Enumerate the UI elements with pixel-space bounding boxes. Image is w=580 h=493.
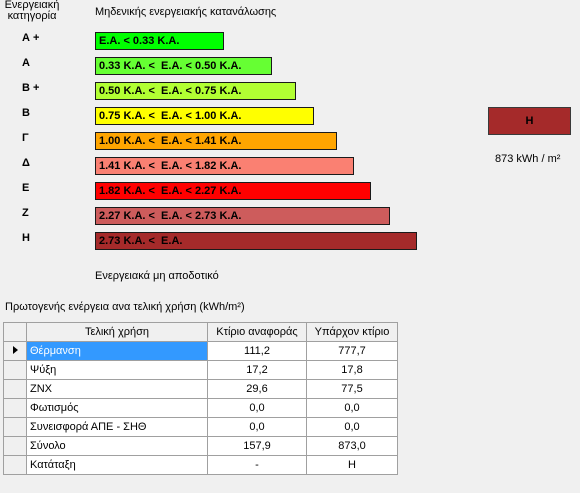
category-label: Α [22, 57, 30, 69]
cell-use[interactable]: Σύνολο [26, 436, 208, 456]
cell-existing[interactable]: 0,0 [306, 398, 398, 418]
cell-use[interactable]: Κατάταξη [26, 455, 208, 475]
current-row-arrow-icon [12, 346, 18, 354]
cell-existing[interactable]: 0,0 [306, 417, 398, 437]
cell-reference[interactable]: 0,0 [207, 398, 307, 418]
energy-use-table: Τελική χρήση Κτίριο αναφοράς Υπάρχον κτί… [3, 322, 398, 475]
row-header[interactable] [3, 398, 27, 418]
category-label: Α + [22, 32, 40, 44]
category-label: Ε [22, 182, 30, 194]
category-bar: 0.75 Κ.Α. < Ε.Α. < 1.00 Κ.Α. [95, 107, 314, 125]
category-label: Γ [22, 132, 29, 144]
category-bar: 1.00 Κ.Α. < Ε.Α. < 1.41 Κ.Α. [95, 132, 337, 150]
cell-reference[interactable]: 111,2 [207, 341, 307, 361]
category-bar: 1.41 Κ.Α. < Ε.Α. < 1.82 Κ.Α. [95, 157, 354, 175]
cell-reference[interactable]: 157,9 [207, 436, 307, 456]
cell-reference[interactable]: 0,0 [207, 417, 307, 437]
category-bar: 0.33 Κ.Α. < Ε.Α. < 0.50 Κ.Α. [95, 57, 272, 75]
category-label: Ζ [22, 207, 29, 219]
cell-reference[interactable]: - [207, 455, 307, 475]
cell-reference[interactable]: 29,6 [207, 379, 307, 399]
table-title: Πρωτογενής ενέργεια ανα τελική χρήση (kW… [5, 301, 245, 313]
category-header: Ενεργειακή κατηγορία [2, 0, 62, 22]
cell-existing[interactable]: 873,0 [306, 436, 398, 456]
result-consumption-value: 873 kWh / m² [495, 153, 561, 165]
cell-existing[interactable]: 77,5 [306, 379, 398, 399]
column-header-existing[interactable]: Υπάρχον κτίριο [306, 322, 398, 342]
cell-reference[interactable]: 17,2 [207, 360, 307, 380]
category-label: Δ [22, 157, 30, 169]
table-row[interactable]: Φωτισμός 0,0 0,0 [3, 398, 398, 418]
cell-use[interactable]: Συνεισφορά ΑΠΕ - ΣΗΘ [26, 417, 208, 437]
row-header[interactable] [3, 455, 27, 475]
inefficient-label: Ενεργειακά μη αποδοτικό [95, 270, 219, 282]
table-row[interactable]: Ψύξη 17,2 17,8 [3, 360, 398, 380]
table-row[interactable]: Συνεισφορά ΑΠΕ - ΣΗΘ 0,0 0,0 [3, 417, 398, 437]
category-header-line2: κατηγορία [7, 10, 57, 22]
zero-consumption-label: Μηδενικής ενεργειακής κατανάλωσης [95, 6, 277, 18]
column-header-use[interactable]: Τελική χρήση [26, 322, 208, 342]
cell-use[interactable]: Θέρμανση [26, 341, 208, 361]
table-header-row: Τελική χρήση Κτίριο αναφοράς Υπάρχον κτί… [3, 322, 398, 342]
category-bar: 0.50 Κ.Α. < Ε.Α. < 0.75 Κ.Α. [95, 82, 296, 100]
category-header-line1: Ενεργειακή [4, 0, 60, 11]
cell-use[interactable]: ΖΝΧ [26, 379, 208, 399]
category-label: Β + [22, 82, 40, 94]
table-row[interactable]: Θέρμανση 111,2 777,7 [3, 341, 398, 361]
cell-use[interactable]: Φωτισμός [26, 398, 208, 418]
category-bar: 1.82 Κ.Α. < Ε.Α. < 2.27 Κ.Α. [95, 182, 371, 200]
category-bar: 2.73 Κ.Α. < Ε.Α. [95, 232, 417, 250]
row-header[interactable] [3, 360, 27, 380]
table-row[interactable]: Σύνολο 157,9 873,0 [3, 436, 398, 456]
category-label: Η [22, 232, 30, 244]
table-row[interactable]: Κατάταξη - Η [3, 455, 398, 475]
row-header-corner [3, 322, 27, 342]
table-row[interactable]: ΖΝΧ 29,6 77,5 [3, 379, 398, 399]
result-category-box: Η [488, 107, 571, 135]
category-bar: Ε.Α. < 0.33 Κ.Α. [95, 32, 224, 50]
cell-existing[interactable]: 17,8 [306, 360, 398, 380]
cell-existing[interactable]: Η [306, 455, 398, 475]
row-header[interactable] [3, 341, 27, 361]
cell-use[interactable]: Ψύξη [26, 360, 208, 380]
cell-existing[interactable]: 777,7 [306, 341, 398, 361]
row-header[interactable] [3, 417, 27, 437]
row-header[interactable] [3, 436, 27, 456]
category-label: Β [22, 107, 30, 119]
category-bar: 2.27 Κ.Α. < Ε.Α. < 2.73 Κ.Α. [95, 207, 390, 225]
row-header[interactable] [3, 379, 27, 399]
column-header-reference[interactable]: Κτίριο αναφοράς [207, 322, 307, 342]
